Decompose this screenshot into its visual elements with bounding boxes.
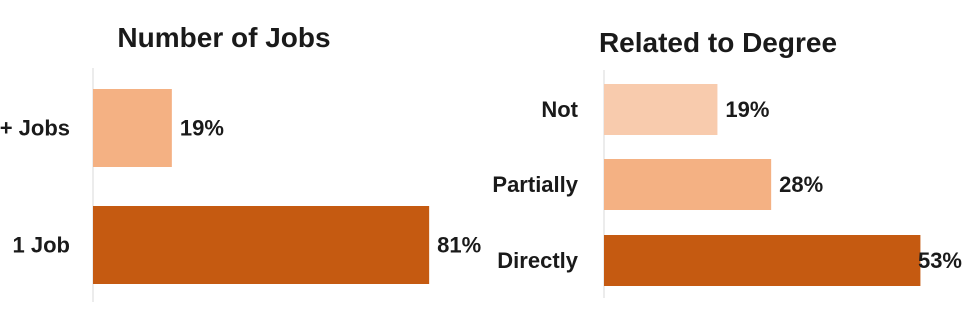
category-label: Partially <box>492 172 578 197</box>
bar-directly <box>604 235 921 286</box>
category-label: 1 Job <box>13 233 70 258</box>
chart-number-of-jobs: Number of Jobs 2+ Jobs 19% 1 Job 81% <box>0 22 481 302</box>
bar-2-jobs <box>93 89 172 167</box>
category-label: Directly <box>497 248 578 273</box>
bar-partially <box>604 159 772 210</box>
value-label: 53% <box>918 248 962 273</box>
bar-not <box>604 84 718 135</box>
value-label: 19% <box>725 97 769 122</box>
category-label: 2+ Jobs <box>0 116 70 141</box>
value-label: 81% <box>437 233 481 258</box>
bar-1-job <box>93 206 430 284</box>
value-label: 19% <box>180 116 224 141</box>
chart-related-to-degree: Related to Degree Not 19% Partially 28% Dire… <box>492 27 962 298</box>
value-label: 28% <box>779 172 823 197</box>
category-label: Not <box>541 97 578 122</box>
chart-title: Related to Degree <box>599 27 837 58</box>
chart-title: Number of Jobs <box>117 22 330 53</box>
